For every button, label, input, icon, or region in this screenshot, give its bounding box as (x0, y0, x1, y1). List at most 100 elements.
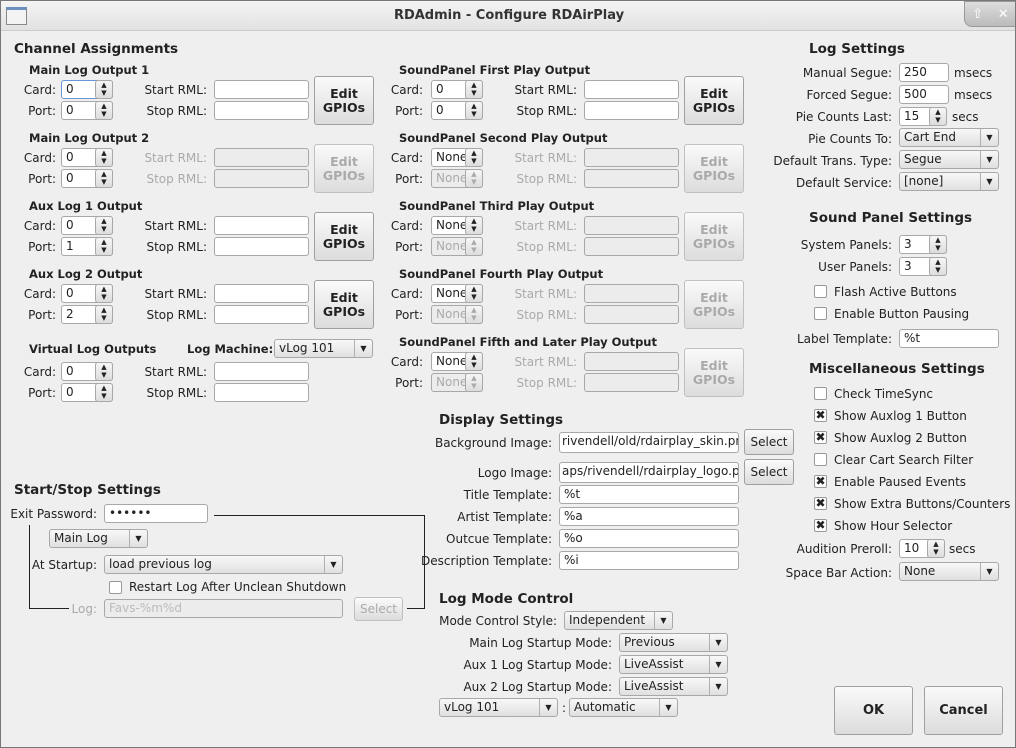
clear-cart-search-checkbox[interactable] (814, 453, 827, 466)
main2-port-spinbox[interactable]: 0 ▲ ▼ (61, 169, 113, 188)
spin-arrows-icon[interactable]: ▲ ▼ (95, 237, 113, 256)
check-label: Show Auxlog 1 Button (834, 409, 967, 423)
virtual-card-spinbox[interactable]: 0 ▲ ▼ (61, 362, 113, 381)
spin-arrows-icon[interactable]: ▲ ▼ (95, 383, 113, 402)
vlog-machine-combo[interactable]: vLog 101 ▼ (439, 698, 558, 717)
sp1-port-spinbox[interactable]: 0 ▲ ▼ (431, 101, 483, 120)
enable-paused-events-checkbox[interactable]: ✖ (814, 474, 827, 488)
close-button[interactable]: ✕ (997, 6, 1009, 22)
sp5-card-spinbox[interactable]: None ▲ ▼ (431, 352, 483, 371)
check-timesync-checkbox[interactable] (814, 387, 827, 400)
ok-button[interactable]: OK (834, 686, 913, 735)
aux1-log-startup-mode-combo[interactable]: LiveAssist ▼ (619, 655, 728, 674)
manual-segue-input[interactable]: 250 (899, 63, 949, 82)
spin-arrows-icon[interactable]: ▲ ▼ (95, 101, 113, 120)
outcue-template-input[interactable]: %o (559, 529, 739, 548)
spin-arrows-icon[interactable]: ▲ ▼ (927, 539, 945, 558)
show-auxlog2-checkbox[interactable]: ✖ (814, 430, 827, 444)
aux2-stop-rml-input[interactable] (214, 305, 309, 324)
spin-arrows-icon[interactable]: ▲ ▼ (465, 101, 483, 120)
aux2-start-rml-input[interactable] (214, 284, 309, 303)
label-template-input[interactable]: %t (899, 329, 999, 348)
description-template-input[interactable]: %i (559, 551, 739, 570)
spin-arrows-icon[interactable]: ▲ ▼ (465, 216, 483, 235)
space-bar-action-combo[interactable]: None ▼ (899, 562, 999, 581)
virtual-start-rml-input[interactable] (214, 362, 309, 381)
stop-rml-label: Stop RML: (146, 308, 207, 322)
show-hour-selector-checkbox[interactable]: ✖ (814, 518, 827, 532)
spin-arrows-icon[interactable]: ▲ ▼ (95, 284, 113, 303)
window-menu-icon[interactable] (6, 7, 27, 25)
main1-stop-rml-input[interactable] (214, 101, 309, 120)
spin-arrows-icon[interactable]: ▲ ▼ (929, 235, 947, 254)
spin-arrows-icon[interactable]: ▲ ▼ (95, 148, 113, 167)
user-panels-spinbox[interactable]: 3 ▲ ▼ (899, 257, 947, 276)
spin-arrows-icon[interactable]: ▲ ▼ (929, 107, 947, 126)
chevron-down-icon: ▼ (980, 173, 998, 190)
flash-active-buttons-checkbox[interactable] (814, 285, 827, 298)
spin-arrows-icon[interactable]: ▲ ▼ (465, 148, 483, 167)
aux2-log-startup-mode-combo[interactable]: LiveAssist ▼ (619, 677, 728, 696)
spin-arrows-icon[interactable]: ▲ ▼ (465, 352, 483, 371)
pie-counts-last-spinbox[interactable]: 15 ▲ ▼ (899, 107, 947, 126)
spin-arrows-icon[interactable]: ▲ ▼ (95, 362, 113, 381)
log-machine-combo[interactable]: vLog 101 ▼ (274, 339, 373, 358)
title-template-input[interactable]: %t (559, 485, 739, 504)
system-panels-spinbox[interactable]: 3 ▲ ▼ (899, 235, 947, 254)
spin-arrows-icon[interactable]: ▲ ▼ (95, 169, 113, 188)
virtual-port-spinbox[interactable]: 0 ▲ ▼ (61, 383, 113, 402)
pie-counts-to-combo[interactable]: Cart End ▼ (899, 128, 999, 147)
mode-control-style-combo[interactable]: Independent ▼ (564, 611, 673, 630)
aux1-port-spinbox[interactable]: 1 ▲ ▼ (61, 237, 113, 256)
exit-password-input[interactable]: •••••• (104, 504, 208, 523)
default-trans-type-label: Default Trans. Type: (773, 154, 892, 168)
restart-log-checkbox[interactable] (109, 581, 122, 594)
main1-edit-gpios-button[interactable]: Edit GPIOs (314, 76, 374, 125)
log-settings-heading: Log Settings (809, 41, 905, 57)
aux1-stop-rml-input[interactable] (214, 237, 309, 256)
artist-template-input[interactable]: %a (559, 507, 739, 526)
forced-segue-input[interactable]: 500 (899, 85, 949, 104)
aux2-edit-gpios-button[interactable]: Edit GPIOs (314, 280, 374, 329)
show-auxlog1-checkbox[interactable]: ✖ (814, 408, 827, 422)
spin-arrows-icon[interactable]: ▲ ▼ (95, 80, 113, 99)
aux1-edit-gpios-button[interactable]: Edit GPIOs (314, 212, 374, 261)
spin-arrows-icon[interactable]: ▲ ▼ (465, 80, 483, 99)
logo-image-select-button[interactable]: Select (744, 459, 794, 485)
enable-button-pausing-checkbox[interactable] (814, 307, 827, 320)
main2-card-spinbox[interactable]: 0 ▲ ▼ (61, 148, 113, 167)
audition-preroll-spinbox[interactable]: 10 ▲ ▼ (899, 539, 945, 558)
main1-start-rml-input[interactable] (214, 80, 309, 99)
sp4-card-spinbox[interactable]: None ▲ ▼ (431, 284, 483, 303)
port-label: Port: (395, 308, 423, 322)
cancel-button[interactable]: Cancel (924, 686, 1003, 735)
sp3-card-spinbox[interactable]: None ▲ ▼ (431, 216, 483, 235)
main1-port-spinbox[interactable]: 0 ▲ ▼ (61, 101, 113, 120)
sp1-start-rml-input[interactable] (584, 80, 679, 99)
vlog-startup-mode-combo[interactable]: Automatic ▼ (569, 698, 678, 717)
default-service-combo[interactable]: [none] ▼ (899, 172, 999, 191)
aux1-start-rml-input[interactable] (214, 216, 309, 235)
logo-image-input[interactable]: aps/rivendell/rdairplay_logo.png (559, 462, 739, 483)
sp1-card-spinbox[interactable]: 0 ▲ ▼ (431, 80, 483, 99)
sp1-edit-gpios-button[interactable]: Edit GPIOs (684, 76, 744, 125)
main1-card-spinbox[interactable]: 0 ▲ ▼ (61, 80, 113, 99)
log-select-combo[interactable]: Main Log ▼ (49, 529, 148, 548)
background-image-select-button[interactable]: Select (744, 429, 794, 455)
show-extra-buttons-checkbox[interactable]: ✖ (814, 496, 827, 510)
at-startup-combo[interactable]: load previous log ▼ (104, 555, 343, 574)
spin-arrows-icon[interactable]: ▲ ▼ (95, 216, 113, 235)
default-trans-type-combo[interactable]: Segue ▼ (899, 150, 999, 169)
aux2-card-spinbox[interactable]: 0 ▲ ▼ (61, 284, 113, 303)
aux2-port-spinbox[interactable]: 2 ▲ ▼ (61, 305, 113, 324)
spin-arrows-icon[interactable]: ▲ ▼ (465, 284, 483, 303)
sp1-stop-rml-input[interactable] (584, 101, 679, 120)
maximize-button[interactable]: ⇧ (972, 6, 984, 22)
spin-arrows-icon[interactable]: ▲ ▼ (929, 257, 947, 276)
background-image-input[interactable]: rivendell/old/rdairplay_skin.png (559, 432, 739, 453)
sp2-card-spinbox[interactable]: None ▲ ▼ (431, 148, 483, 167)
main-log-startup-mode-combo[interactable]: Previous ▼ (619, 633, 728, 652)
virtual-stop-rml-input[interactable] (214, 383, 309, 402)
aux1-card-spinbox[interactable]: 0 ▲ ▼ (61, 216, 113, 235)
spin-arrows-icon[interactable]: ▲ ▼ (95, 305, 113, 324)
